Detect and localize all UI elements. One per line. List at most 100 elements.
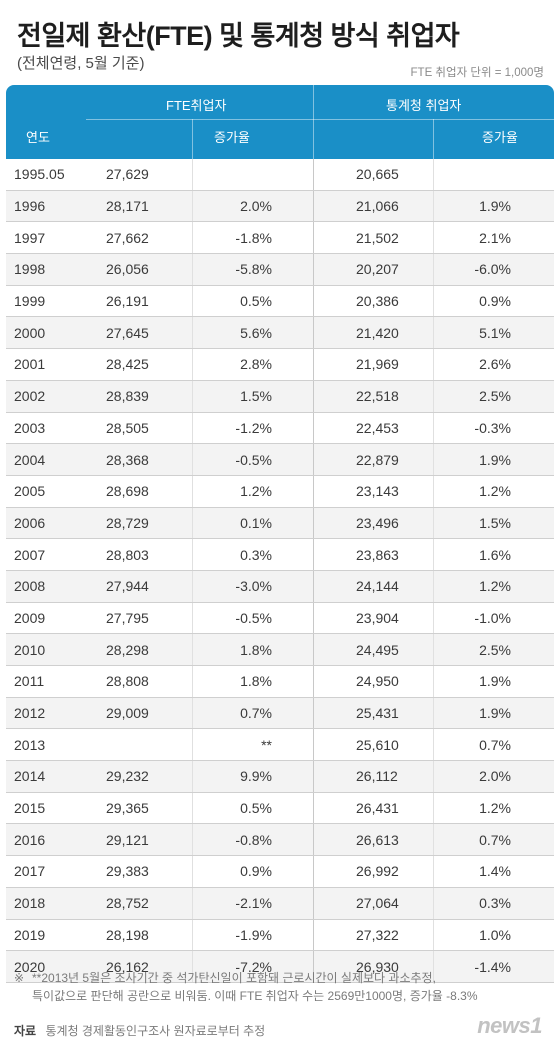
column-divider — [192, 475, 193, 507]
table-row: 1997 27,662 -1.8% 21,502 2.1% — [6, 222, 554, 255]
cell-fte-growth: 2.8% — [240, 356, 272, 373]
column-divider — [192, 792, 193, 824]
cell-fte: 28,198 — [106, 926, 149, 943]
cell-year: 2012 — [14, 705, 46, 722]
cell-stat-growth: -1.4% — [474, 958, 511, 975]
cell-stat-growth: 1.4% — [479, 863, 511, 880]
column-divider — [313, 539, 314, 570]
table-row: 2011 28,808 1.8% 24,950 1.9% — [6, 666, 554, 698]
column-divider — [433, 951, 434, 982]
cell-year: 2000 — [14, 324, 46, 341]
table-row: 2015 29,365 0.5% 26,431 1.2% — [6, 792, 554, 825]
cell-year: 2016 — [14, 831, 46, 848]
table-row: 2014 29,232 9.9% 26,112 2.0% — [6, 761, 554, 793]
column-divider — [433, 666, 434, 697]
cell-stat: 20,665 — [356, 166, 399, 183]
column-divider — [313, 951, 314, 982]
column-divider — [433, 634, 434, 665]
table-row: 2001 28,425 2.8% 21,969 2.6% — [6, 349, 554, 381]
cell-year: 2020 — [14, 958, 46, 975]
column-divider — [433, 349, 434, 380]
cell-stat: 20,386 — [356, 293, 399, 310]
cell-fte: 28,752 — [106, 895, 149, 912]
footnote-mark: ※ — [14, 971, 25, 985]
cell-stat-growth: 2.1% — [479, 229, 511, 246]
page-subtitle: (전체연령, 5월 기준) — [17, 55, 145, 72]
cell-stat-growth: 1.9% — [479, 451, 511, 468]
cell-stat-growth: -1.0% — [474, 609, 511, 626]
cell-year: 2019 — [14, 926, 46, 943]
column-divider — [433, 190, 434, 222]
column-divider — [313, 444, 314, 475]
cell-fte-growth: -0.5% — [235, 451, 272, 468]
cell-year: 1996 — [14, 198, 46, 215]
column-divider — [313, 412, 314, 444]
column-divider — [433, 380, 434, 412]
column-divider — [192, 539, 193, 570]
cell-fte-growth: 1.8% — [240, 641, 272, 658]
cell-fte-growth: 0.5% — [240, 800, 272, 817]
cell-year: 2014 — [14, 768, 46, 785]
column-divider — [192, 602, 193, 634]
table-row: 2009 27,795 -0.5% 23,904 -1.0% — [6, 602, 554, 635]
cell-stat: 20,207 — [356, 261, 399, 278]
column-divider — [313, 824, 314, 856]
cell-stat-growth: 2.6% — [479, 356, 511, 373]
source-label: 자료 — [14, 1024, 37, 1038]
column-divider — [433, 887, 434, 919]
footnote-line: **2013년 5월은 조사기간 중 석가탄신일이 포함돼 근로시간이 실제보다… — [32, 971, 436, 985]
cell-stat: 23,904 — [356, 609, 399, 626]
column-divider — [433, 444, 434, 475]
cell-year: 2008 — [14, 578, 46, 595]
cell-fte-growth: -7.2% — [235, 958, 272, 975]
column-divider — [313, 697, 314, 729]
column-divider — [192, 666, 193, 697]
table-row: 1998 26,056 -5.8% 20,207 -6.0% — [6, 254, 554, 286]
cell-fte: 28,171 — [106, 198, 149, 215]
cell-fte-growth: 1.8% — [240, 673, 272, 690]
cell-fte: 26,162 — [106, 958, 149, 975]
column-divider — [192, 887, 193, 919]
cell-stat: 26,431 — [356, 800, 399, 817]
column-divider — [313, 222, 314, 254]
column-divider — [433, 159, 434, 190]
column-divider — [313, 666, 314, 697]
column-divider — [192, 444, 193, 475]
cell-fte-growth: -1.9% — [235, 926, 272, 943]
cell-stat-growth: -0.3% — [474, 419, 511, 436]
cell-stat: 23,143 — [356, 483, 399, 500]
footnote: ※ **2013년 5월은 조사기간 중 석가탄신일이 포함돼 근로시간이 실제… — [14, 969, 550, 1005]
cell-fte-growth: 9.9% — [240, 768, 272, 785]
cell-stat-growth: 0.7% — [479, 831, 511, 848]
column-divider — [192, 222, 193, 254]
cell-stat-growth: 0.3% — [479, 895, 511, 912]
column-divider — [433, 729, 434, 761]
column-divider — [192, 856, 193, 887]
cell-stat: 23,863 — [356, 546, 399, 563]
table-row: 1999 26,191 0.5% 20,386 0.9% — [6, 285, 554, 318]
header-divider — [86, 119, 554, 120]
column-divider — [313, 729, 314, 761]
cell-fte: 27,944 — [106, 578, 149, 595]
cell-fte-growth: -1.2% — [235, 419, 272, 436]
cell-stat: 22,453 — [356, 419, 399, 436]
column-divider — [313, 159, 314, 190]
cell-year: 2017 — [14, 863, 46, 880]
column-divider — [433, 285, 434, 317]
cell-year: 1998 — [14, 261, 46, 278]
cell-stat: 24,144 — [356, 578, 399, 595]
cell-fte: 28,803 — [106, 546, 149, 563]
cell-fte-growth: 2.0% — [240, 198, 272, 215]
column-divider — [192, 190, 193, 222]
table-row: 2003 28,505 -1.2% 22,453 -0.3% — [6, 412, 554, 445]
cell-fte: 29,365 — [106, 800, 149, 817]
cell-year: 1999 — [14, 293, 46, 310]
cell-year: 1995.05 — [14, 166, 65, 183]
cell-stat-growth: 1.2% — [479, 483, 511, 500]
cell-year: 1997 — [14, 229, 46, 246]
table-body: 1995.05 27,629 20,665 1996 28,171 2.0% 21,066 1… — [6, 159, 554, 983]
column-divider — [192, 634, 193, 665]
page-title: 전일제 환산(FTE) 및 통계청 방식 취업자 — [17, 21, 460, 51]
cell-stat: 26,930 — [356, 958, 399, 975]
table-row: 2010 28,298 1.8% 24,495 2.5% — [6, 634, 554, 666]
